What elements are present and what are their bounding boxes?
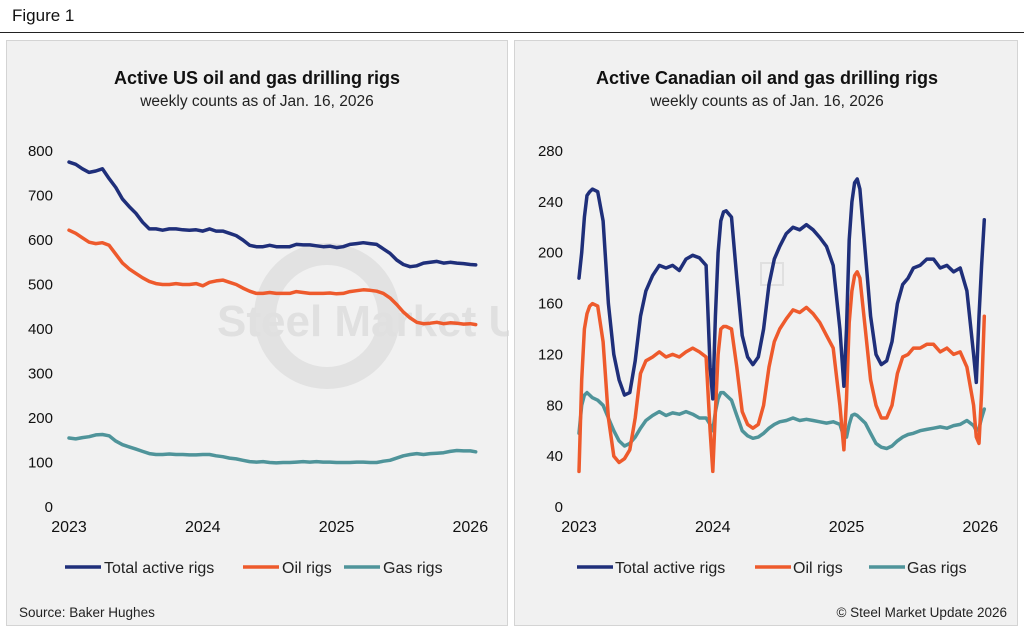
figure-header: Figure 1 [0,0,1024,33]
y-tick-label: 240 [538,194,563,211]
legend-label-total: Total active rigs [104,560,214,577]
us-rigs-chart-panel: Steel Market Update Active US oil and ga… [6,40,509,626]
chart-subtitle: weekly counts as of Jan. 16, 2026 [139,93,374,110]
series-line-gas-rigs [67,432,478,465]
chart-subtitle: weekly counts as of Jan. 16, 2026 [649,93,884,110]
x-tick-label: 2024 [185,519,221,536]
y-tick-label: 0 [45,499,53,516]
legend: Total active rigs Oil rigs Gas rigs [65,560,443,577]
watermark: Steel Market Update [217,243,509,389]
y-tick-label: 300 [28,366,53,383]
y-tick-label: 80 [546,397,563,414]
copyright-note: © Steel Market Update 2026 [836,605,1007,620]
plot-area: 0 100 200 300 400 500 600 700 800 2023 2024 2025 202… [28,143,488,536]
y-tick-label: 160 [538,296,563,313]
x-tick-label: 2024 [695,519,731,536]
y-tick-label: 280 [538,143,563,160]
legend: Total active rigs Oil rigs Gas rigs [577,560,967,577]
series-line-oil-rigs [577,270,987,474]
canada-rigs-chart-panel: Active Canadian oil and gas drilling rig… [514,40,1018,626]
chart-title: Active US oil and gas drilling rigs [114,68,400,88]
y-tick-label: 40 [546,448,563,465]
legend-label-gas: Gas rigs [383,560,443,577]
x-tick-label: 2026 [963,519,999,536]
legend-label-oil: Oil rigs [793,560,843,577]
chart-title: Active Canadian oil and gas drilling rig… [596,68,938,88]
canada-rigs-chart: Active Canadian oil and gas drilling rig… [538,68,1007,620]
plot-area: 0 40 80 120 160 200 240 280 2023 2024 2025 2026 [538,143,998,536]
series-line-gas-rigs [577,390,987,451]
source-note: Source: Baker Hughes [19,605,155,620]
y-tick-label: 700 [28,188,53,205]
legend-label-oil: Oil rigs [282,560,332,577]
series-line-total-active-rigs [67,160,478,269]
y-tick-label: 200 [538,245,563,262]
x-tick-label: 2023 [51,519,87,536]
y-tick-label: 800 [28,143,53,160]
y-tick-label: 100 [28,455,53,472]
y-tick-label: 200 [28,410,53,427]
y-tick-label: 400 [28,321,53,338]
x-tick-label: 2025 [829,519,865,536]
series-line-total-active-rigs [577,177,987,401]
legend-label-gas: Gas rigs [907,560,967,577]
y-tick-label: 0 [555,499,563,516]
y-tick-label: 500 [28,277,53,294]
watermark-text: Steel Market Update [217,297,509,346]
figure-label: Figure 1 [12,6,75,25]
x-tick-label: 2026 [453,519,489,536]
y-tick-label: 120 [538,346,563,363]
x-tick-label: 2023 [561,519,597,536]
series-line-oil-rigs [67,228,478,327]
x-tick-label: 2025 [319,519,355,536]
us-rigs-chart: Steel Market Update Active US oil and ga… [19,68,509,620]
y-tick-label: 600 [28,232,53,249]
legend-label-total: Total active rigs [615,560,725,577]
